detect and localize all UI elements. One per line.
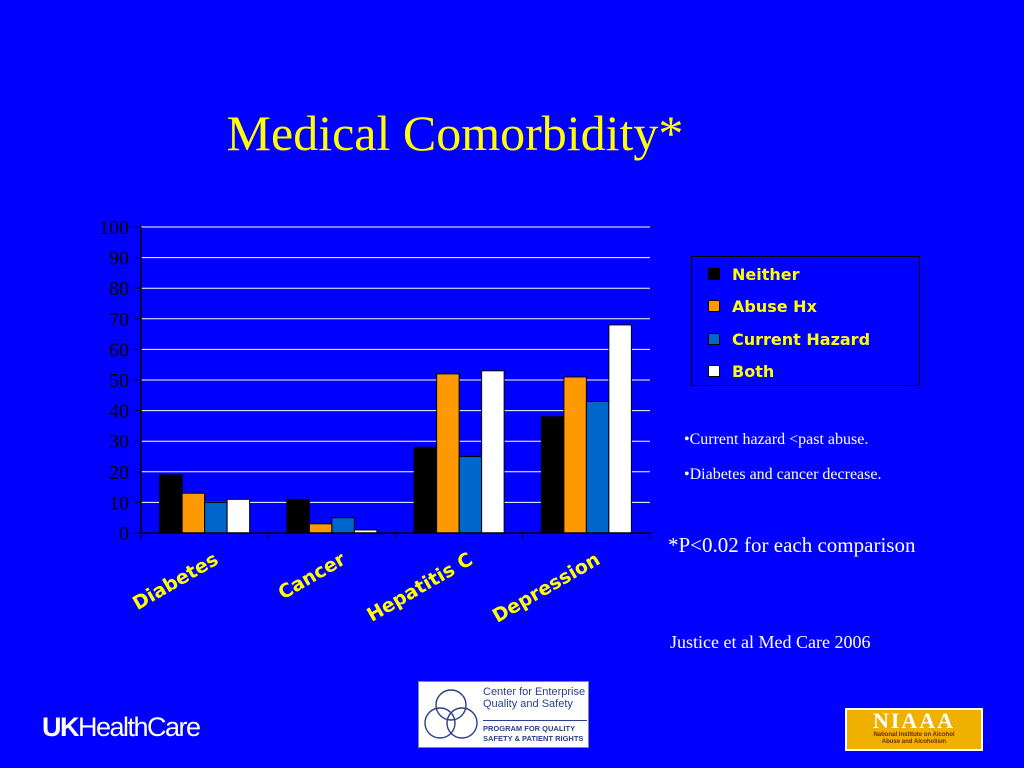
niaaa-line2: Abuse and Alcoholism [881,739,947,745]
y-tick-label-30: 30 [109,431,129,453]
bar-hepatitis-c-neither [413,446,438,534]
legend-label-neither: Neither [732,264,800,284]
bar-diabetes-neither [159,474,183,534]
ceqs-line4: SAFETY & PATIENT RIGHTS [483,734,584,743]
legend-item-current-hazard: Current Hazard [708,329,870,349]
y-tick-label-20: 20 [109,462,129,484]
bars [159,324,632,534]
y-tick-label-0: 0 [119,523,129,545]
legend-item-both: Both [708,361,774,381]
bar-hepatitis-c-current-hazard [458,456,483,534]
y-tick-label-70: 70 [109,309,129,331]
niaaa-line1: National Institute on Alcohol [873,732,955,738]
niaaa-logo: NIAAA National Institute on Alcohol Abus… [845,708,983,751]
ceqs-logo: Center for Enterprise Quality and Safety… [418,681,589,748]
legend-item-abuse-hx: Abuse Hx [708,296,817,316]
note-current-hazard: •Current hazard <past abuse. [684,431,869,448]
bar-hepatitis-c-abuse-hx [436,373,460,534]
ceqs-line1: Center for Enterprise [483,686,586,698]
bar-diabetes-current-hazard [204,501,228,534]
category-labels: Diabetes Cancer Hepatitis C Depression [129,548,604,627]
legend: Neither Abuse Hx Current Hazard Both [691,256,920,386]
axes [135,226,651,539]
legend-label-both: Both [732,361,775,381]
category-label-hepatitis-c: Hepatitis C [363,548,476,626]
legend-swatch-both [708,365,720,377]
legend-item-neither: Neither [708,264,800,284]
slide-title: Medical Comorbidity* [226,105,684,161]
bar-depression-both [608,324,632,534]
grid-lines [141,226,650,503]
citation: Justice et al Med Care 2006 [670,632,871,652]
bar-depression-abuse-hx [563,376,587,534]
bar-cancer-current-hazard [331,517,355,534]
bar-diabetes-both [226,498,251,534]
uk-logo-text: HealthCare [78,712,201,742]
ceqs-program: PROGRAM FOR QUALITY SAFETY & PATIENT RIG… [483,720,587,744]
bar-depression-neither [540,416,565,534]
note-diabetes-cancer: •Diabetes and cancer decrease. [684,466,882,483]
category-label-cancer: Cancer [274,548,349,604]
legend-label-abuse-hx: Abuse Hx [732,296,817,316]
niaaa-name: NIAAA [872,710,956,733]
y-tick-label-100: 100 [99,217,129,239]
ceqs-line3: PROGRAM FOR QUALITY [483,724,576,733]
y-tick-label-40: 40 [109,401,129,423]
uk-healthcare-logo: UKHealthCare [42,712,201,743]
significance-note: *P<0.02 for each comparison [668,533,916,557]
category-label-depression: Depression [489,548,604,627]
ceqs-name: Center for Enterprise Quality and Safety [483,686,587,710]
bar-cancer-neither [286,498,310,534]
y-tick-label-10: 10 [109,492,129,514]
y-tick-labels: 0 10 20 30 40 50 60 70 80 90 100 [99,217,129,545]
y-tick-label-50: 50 [109,370,129,392]
legend-label-current-hazard: Current Hazard [732,329,871,349]
uk-logo-mark: UK [42,712,80,742]
ceqs-line2: Quality and Safety [483,698,573,710]
bar-hepatitis-c-both [481,370,505,534]
legend-swatch-abuse-hx [708,300,720,312]
rings-icon [424,689,478,739]
bar-cancer-abuse-hx [308,523,333,534]
legend-swatch-neither [708,268,720,280]
y-tick-label-80: 80 [109,278,129,300]
bar-diabetes-abuse-hx [181,492,206,534]
legend-swatch-current-hazard [708,333,720,345]
y-tick-label-60: 60 [109,339,129,361]
category-label-diabetes: Diabetes [129,548,222,614]
bar-depression-current-hazard [585,400,610,534]
y-tick-label-90: 90 [109,248,129,270]
